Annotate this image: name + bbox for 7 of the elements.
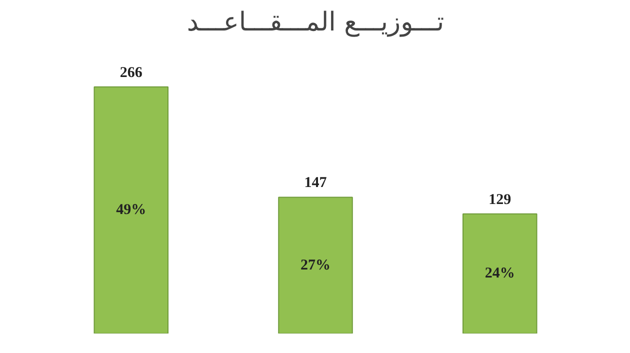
- annotation: 24%: [484, 266, 515, 282]
- data-label: 129: [488, 192, 512, 208]
- data-label: 266: [120, 64, 143, 81]
- annotation: 27%: [300, 257, 330, 274]
- data-label: 147: [304, 175, 328, 192]
- chart-title: تـــوزيـــع المـــقـــاعـــد: [186, 8, 444, 38]
- annotation: 49%: [116, 202, 146, 218]
